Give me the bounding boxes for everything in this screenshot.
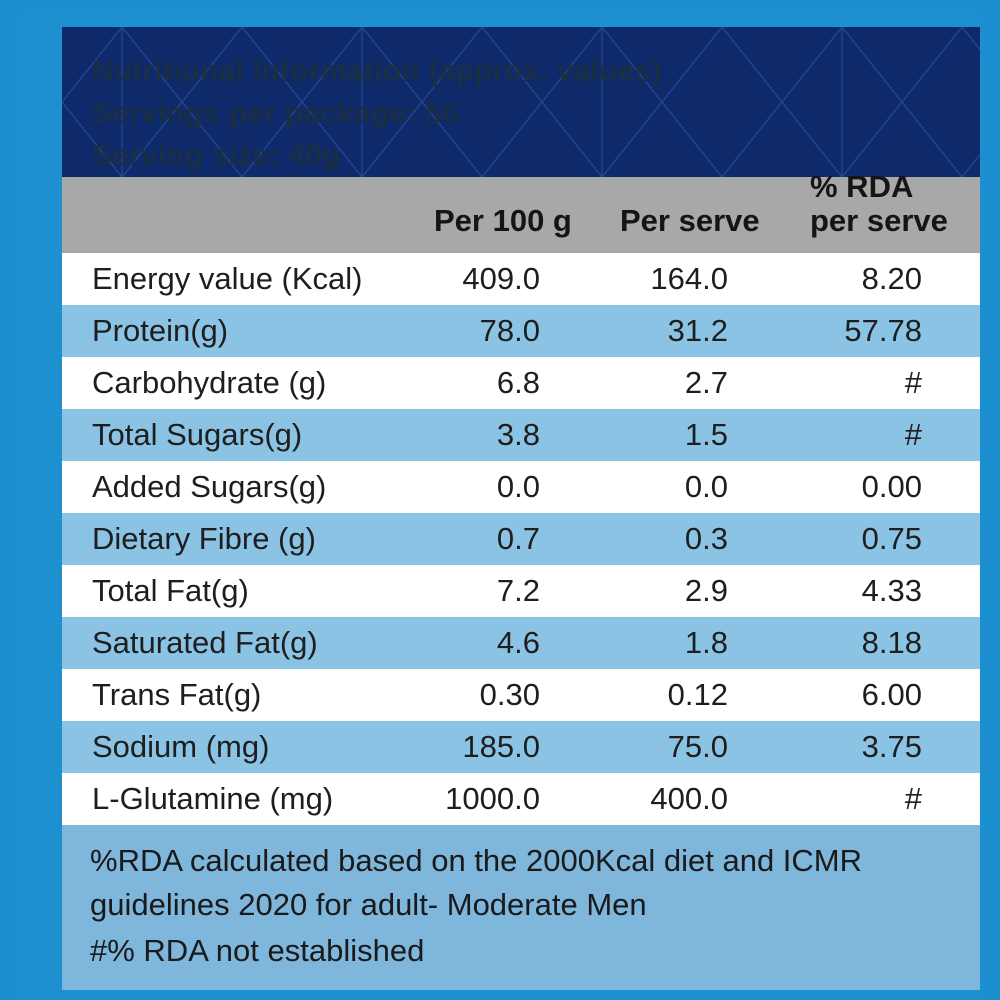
- nutrient-name: Total Fat(g): [92, 573, 249, 608]
- value-per-serve: 2.7: [684, 365, 728, 400]
- table-row: Protein(g) 78.0 31.2 57.78: [62, 305, 980, 357]
- column-headers: Per 100 g Per serve % RDA per serve: [62, 169, 980, 253]
- value-per-serve: 0.12: [667, 677, 728, 712]
- servings-per-package: Servings per package: 56: [92, 97, 459, 130]
- column-rda-line1: % RDA: [810, 169, 914, 204]
- value-per-100g: 4.6: [496, 625, 540, 660]
- table-row: Trans Fat(g) 0.30 0.12 6.00: [62, 669, 980, 721]
- nutrient-name: Dietary Fibre (g): [92, 521, 316, 556]
- table-row: Energy value (Kcal) 409.0 164.0 8.20: [62, 253, 980, 305]
- nutrient-name: Added Sugars(g): [92, 469, 327, 504]
- nutrient-name: Saturated Fat(g): [92, 625, 318, 660]
- value-rda: #: [904, 417, 922, 452]
- value-per-serve: 164.0: [650, 261, 728, 296]
- table-row: Total Sugars(g) 3.8 1.5 #: [62, 409, 980, 461]
- value-per-serve: 0.0: [684, 469, 728, 504]
- value-per-serve: 1.5: [684, 417, 728, 452]
- value-per-100g: 0.30: [479, 677, 540, 712]
- table-row: Dietary Fibre (g) 0.7 0.3 0.75: [62, 513, 980, 565]
- column-per-100g: Per 100 g: [434, 203, 572, 238]
- table-row: Saturated Fat(g) 4.6 1.8 8.18: [62, 617, 980, 669]
- value-rda: #: [904, 365, 922, 400]
- footnote-line-3: #% RDA not established: [90, 933, 425, 968]
- value-per-100g: 0.7: [496, 521, 540, 556]
- serving-size: Serving size: 40g: [92, 139, 341, 172]
- value-per-100g: 409.0: [462, 261, 540, 296]
- value-per-100g: 3.8: [496, 417, 540, 452]
- value-per-100g: 7.2: [496, 573, 540, 608]
- value-rda: 3.75: [861, 729, 922, 764]
- nutrient-name: L-Glutamine (mg): [92, 781, 334, 816]
- nutrient-name: Total Sugars(g): [92, 417, 303, 452]
- nutrition-rows: Energy value (Kcal) 409.0 164.0 8.20 Pro…: [62, 253, 980, 825]
- nutrient-name: Protein(g): [92, 313, 229, 348]
- value-per-100g: 0.0: [496, 469, 540, 504]
- table-row: Carbohydrate (g) 6.8 2.7 #: [62, 357, 980, 409]
- value-per-serve: 2.9: [684, 573, 728, 608]
- nutrition-panel: Nutritional Information (approx. values)…: [62, 27, 980, 990]
- value-rda: 8.18: [861, 625, 922, 660]
- value-per-100g: 78.0: [479, 313, 540, 348]
- footnote: %RDA calculated based on the 2000Kcal di…: [62, 825, 980, 990]
- value-per-serve: 0.3: [684, 521, 728, 556]
- value-rda: 4.33: [861, 573, 922, 608]
- value-rda: #: [904, 781, 922, 816]
- value-rda: 0.00: [861, 469, 922, 504]
- table-header: Nutritional Information (approx. values)…: [62, 27, 980, 177]
- value-per-serve: 75.0: [667, 729, 728, 764]
- table-row: Total Fat(g) 7.2 2.9 4.33: [62, 565, 980, 617]
- table-row: L-Glutamine (mg) 1000.0 400.0 #: [62, 773, 980, 825]
- value-rda: 0.75: [861, 521, 922, 556]
- value-per-serve: 1.8: [684, 625, 728, 660]
- nutrient-name: Energy value (Kcal): [92, 261, 363, 296]
- footnote-line-2: guidelines 2020 for adult- Moderate Men: [90, 887, 647, 922]
- value-per-100g: 6.8: [496, 365, 540, 400]
- label-frame: Nutritional Information (approx. values)…: [20, 12, 980, 1000]
- diamond-pattern: [62, 27, 980, 177]
- nutrition-title: Nutritional Information (approx. values): [92, 55, 662, 88]
- table-row: Sodium (mg) 185.0 75.0 3.75: [62, 721, 980, 773]
- value-per-serve: 31.2: [667, 313, 728, 348]
- value-per-serve: 400.0: [650, 781, 728, 816]
- nutrient-name: Sodium (mg): [92, 729, 270, 764]
- value-per-100g: 185.0: [462, 729, 540, 764]
- value-rda: 8.20: [861, 261, 922, 296]
- column-rda-line2: per serve: [810, 203, 948, 238]
- value-rda: 57.78: [844, 313, 922, 348]
- value-per-100g: 1000.0: [445, 781, 540, 816]
- value-rda: 6.00: [861, 677, 922, 712]
- nutrient-name: Trans Fat(g): [92, 677, 262, 712]
- nutrient-name: Carbohydrate (g): [92, 365, 327, 400]
- footnote-line-1: %RDA calculated based on the 2000Kcal di…: [90, 843, 863, 878]
- table-row: Added Sugars(g) 0.0 0.0 0.00: [62, 461, 980, 513]
- column-per-serve: Per serve: [620, 203, 760, 238]
